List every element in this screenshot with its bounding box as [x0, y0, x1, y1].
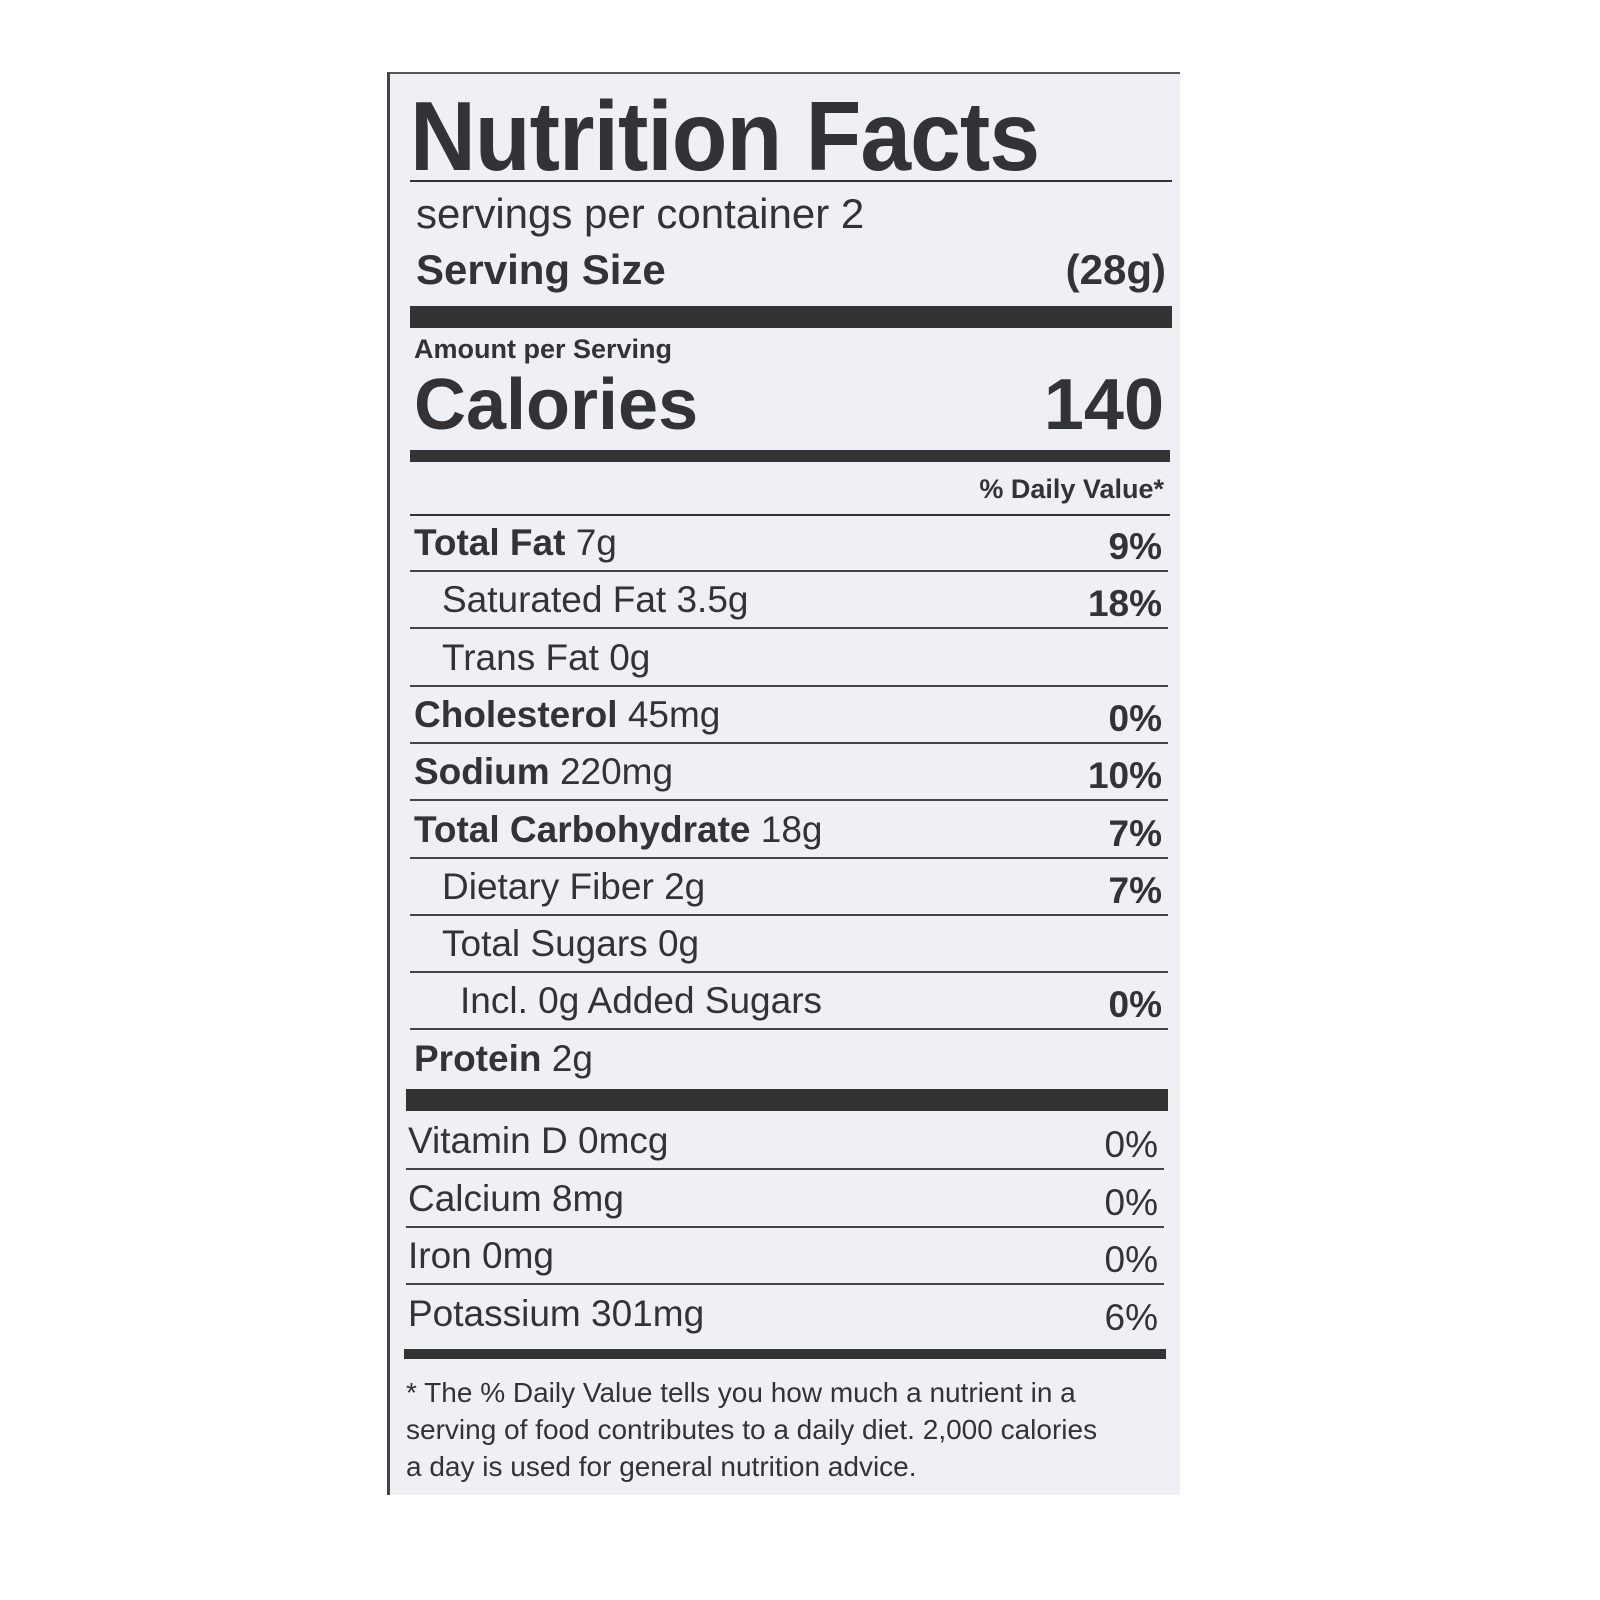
- nutrient-daily-value: 9%: [1108, 526, 1162, 567]
- vitamin-row: Iron 0mg 0%: [406, 1229, 1164, 1285]
- divider-thick: [410, 306, 1172, 328]
- nutrient-name: Total Sugars 0g: [442, 923, 700, 965]
- vitamin-name: Vitamin D 0mcg: [408, 1120, 669, 1161]
- vitamin-row: Calcium 8mg 0%: [406, 1172, 1164, 1228]
- nutrient-name: Saturated Fat 3.5g: [442, 579, 749, 621]
- nutrient-name: Total Fat 7g: [414, 522, 617, 563]
- nutrient-name: Trans Fat 0g: [442, 636, 651, 678]
- vitamin-name: Iron 0mg: [408, 1235, 555, 1276]
- nutrient-row: Saturated Fat 3.5g 18%: [410, 573, 1168, 630]
- nutrient-row: Total Sugars 0g: [410, 917, 1168, 974]
- calories-value: 140: [1043, 365, 1164, 445]
- nutrient-row: Dietary Fiber 2g 7%: [410, 860, 1168, 916]
- nutrient-row: Protein 2g: [410, 1032, 1168, 1088]
- divider-thick: [406, 1089, 1168, 1111]
- nutrient-row: Trans Fat 0g: [410, 631, 1168, 687]
- nutrient-row: Cholesterol 45mg 0%: [410, 688, 1168, 744]
- nutrition-facts-label: Nutrition Facts servings per container 2…: [387, 72, 1180, 1495]
- nutrient-name: Cholesterol 45mg: [414, 693, 721, 735]
- vitamin-daily-value: 0%: [1104, 1181, 1158, 1223]
- nutrient-name: Incl. 0g Added Sugars: [460, 980, 823, 1022]
- nutrient-daily-value: 18%: [1087, 583, 1162, 625]
- vitamin-name: Potassium 301mg: [408, 1292, 705, 1334]
- vitamin-daily-value: 0%: [1104, 1239, 1158, 1280]
- nutrient-daily-value: 7%: [1108, 812, 1162, 854]
- nutrient-name: Dietary Fiber 2g: [442, 865, 706, 907]
- servings-per-container: servings per container 2: [416, 190, 865, 237]
- nutrient-row: Incl. 0g Added Sugars 0%: [410, 974, 1168, 1031]
- serving-size-label: Serving Size: [416, 246, 666, 293]
- nutrient-daily-value: 7%: [1108, 869, 1162, 911]
- vitamin-daily-value: 6%: [1104, 1296, 1158, 1338]
- nutrient-daily-value: 0%: [1108, 697, 1162, 739]
- serving-size-value: (28g): [1065, 246, 1166, 293]
- nutrient-daily-value: 0%: [1108, 984, 1162, 1026]
- footnote: * The % Daily Value tells you how much a…: [406, 1377, 1098, 1482]
- divider-thin: [410, 514, 1170, 516]
- amount-per-serving: Amount per Serving: [414, 334, 673, 364]
- nutrient-name: Sodium 220mg: [414, 751, 674, 793]
- divider-thin: [410, 180, 1172, 182]
- daily-value-header: % Daily Value*: [979, 474, 1164, 504]
- calories-label: Calories: [414, 365, 699, 445]
- label-title: Nutrition Facts: [410, 81, 1040, 191]
- nutrient-name: Protein 2g: [414, 1037, 593, 1079]
- nutrient-daily-value: 10%: [1087, 755, 1162, 797]
- nutrient-name: Total Carbohydrate 18g: [414, 808, 823, 850]
- nutrient-row: Sodium 220mg 10%: [410, 745, 1168, 802]
- vitamin-row: Potassium 301mg 6%: [406, 1287, 1164, 1343]
- divider-medium: [404, 1349, 1166, 1359]
- nutrient-row: Total Fat 7g 9%: [410, 516, 1168, 572]
- divider-medium: [410, 450, 1170, 462]
- vitamin-name: Calcium 8mg: [408, 1177, 624, 1219]
- vitamin-daily-value: 0%: [1104, 1124, 1158, 1165]
- nutrient-row: Total Carbohydrate 18g 7%: [410, 803, 1168, 859]
- vitamin-row: Vitamin D 0mcg 0%: [406, 1114, 1164, 1170]
